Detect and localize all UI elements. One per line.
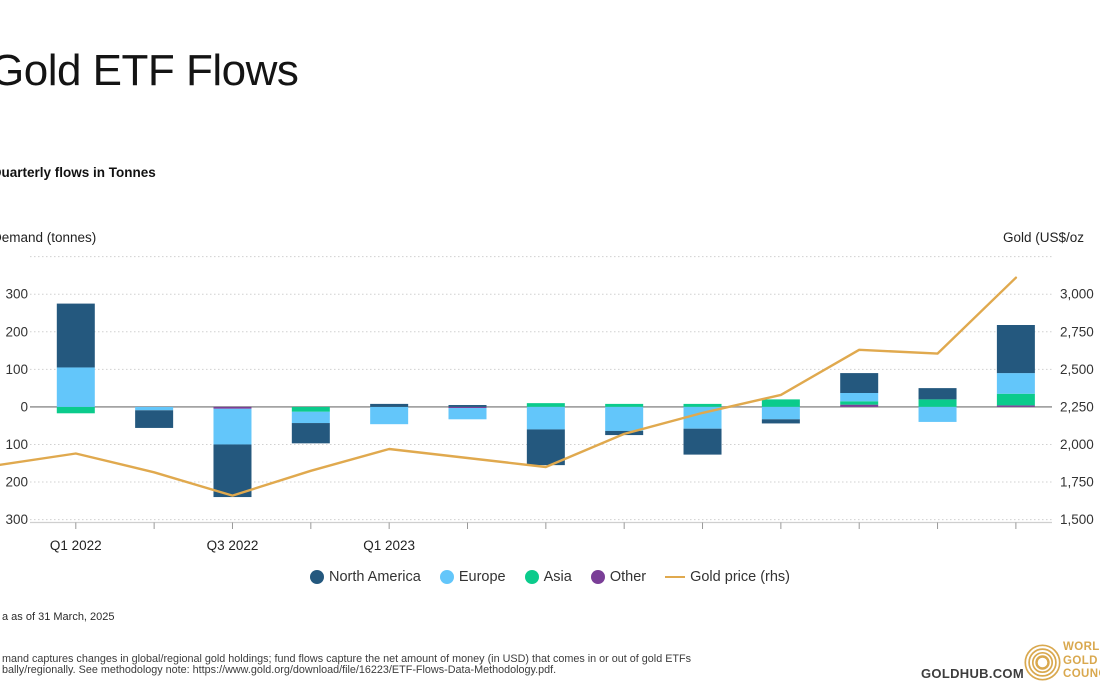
left-axis-tick-label: 300 [5,512,28,527]
legend-item-gold-price-rhs-: Gold price (rhs) [665,569,790,585]
bar-segment-asia [761,399,800,407]
legend-label: Europe [458,569,506,585]
bar-segment-europe [448,408,487,420]
legend-label: Gold price (rhs) [690,569,791,585]
x-axis-label: Q1 2023 [363,538,415,553]
left-axis-tick-label: 100 [5,437,28,452]
legend-dot-icon [439,570,454,584]
bar-segment-europe [996,373,1035,394]
bar-segment-asia [918,399,957,407]
bar-segment-north-america [996,325,1035,374]
right-axis-title: Gold (US$/oz [1003,230,1085,245]
legend-item-europe: Europe [439,569,506,585]
left-axis-tick-label: 100 [5,362,28,377]
legend-label: Other [609,569,647,585]
bar-segment-other [996,405,1035,407]
bar-segment-north-america [526,429,565,466]
bar-segment-europe [683,406,722,429]
right-axis-tick-label: 2,500 [1060,362,1094,377]
world-gold-council-logo-text: WORLD GOLD COUNC [1063,641,1100,682]
left-axis-tick-label: 0 [20,399,28,414]
bar-segment-europe [526,406,565,430]
bar-segment-europe [56,367,95,407]
page-title: Gold ETF Flows [0,46,299,95]
bar-segment-north-america [135,410,174,428]
bar-segment-other [840,404,879,407]
left-axis-tick-label: 300 [5,287,28,302]
legend-label: North America [328,569,421,585]
bar-segment-other [213,406,252,409]
legend-item-other: Other [590,569,647,585]
left-axis-tick-label: 200 [5,475,28,490]
legend-item-north-america: North America [309,569,421,585]
bar-segment-asia [840,401,879,405]
goldhub-wordmark: GOLDHUB.COM [921,666,1024,681]
bar-segment-north-america [291,423,330,444]
legend-item-asia: Asia [524,569,572,585]
data-as-of-note: a as of 31 March, 2025 [2,611,115,623]
bar-segment-europe [761,406,800,420]
x-axis-label: Q1 2022 [50,538,102,553]
right-axis-tick-label: 3,000 [1060,287,1094,302]
bar-segment-north-america [213,444,252,498]
right-axis-tick-label: 2,000 [1060,437,1094,452]
right-axis-tick-label: 1,750 [1060,475,1094,490]
chart-legend: North America Europe Asia Other Gold price (… [0,569,1100,585]
bar-segment-north-america [683,428,722,455]
legend-dot-icon [524,570,539,584]
bar-segment-north-america [448,405,487,407]
bar-segment-europe [370,406,409,425]
bar-segment-asia [291,406,330,412]
legend-dot-icon [309,570,324,584]
bar-segment-asia [56,406,95,414]
bar-segment-north-america [840,373,879,394]
bar-segment-europe [213,408,252,445]
right-axis-tick-label: 2,250 [1060,399,1094,414]
right-axis-tick-label: 2,750 [1060,324,1094,339]
right-axis-tick-label: 1,500 [1060,512,1094,527]
legend-line-swatch-icon [665,576,686,578]
legend-label: Asia [543,569,572,585]
bar-segment-europe [918,406,957,422]
bar-segment-north-america [370,403,409,407]
logo-text-line3: COUNC [1063,668,1100,680]
bar-segment-europe [291,411,330,424]
bar-segment-asia [996,393,1035,406]
etf-flows-chart: 300 200 100 0 100 200 300 3,000 2,750 2,500 2,250 2… [0,256,1094,553]
chart-subtitle: Quarterly flows in Tonnes [0,165,156,180]
legend-dot-icon [590,570,605,584]
bar-segment-asia [605,403,644,407]
bar-segment-europe [605,406,644,431]
bar-segment-europe [135,406,174,411]
logo-text-line2: GOLD [1063,654,1098,667]
world-gold-council-logo-icon [1024,644,1061,681]
bar-segment-north-america [761,419,800,424]
x-axis-label: Q3 2022 [207,538,259,553]
bar-segment-europe [840,393,879,402]
bar-segment-north-america [56,303,95,368]
gold-price-line [0,276,1018,497]
left-axis-title: Demand (tonnes) [0,230,97,245]
bar-segment-asia [526,403,565,407]
methodology-note-line1: mand captures changes in global/regional… [2,653,691,665]
left-axis-tick-label: 200 [5,324,28,339]
bar-segment-north-america [918,388,957,400]
methodology-note-line2: bally/regionally. See methodology note: … [2,664,557,676]
logo-text-line1: WORLD [1063,641,1100,653]
bar-segment-other [448,406,487,409]
bar-segment-asia [683,403,722,407]
